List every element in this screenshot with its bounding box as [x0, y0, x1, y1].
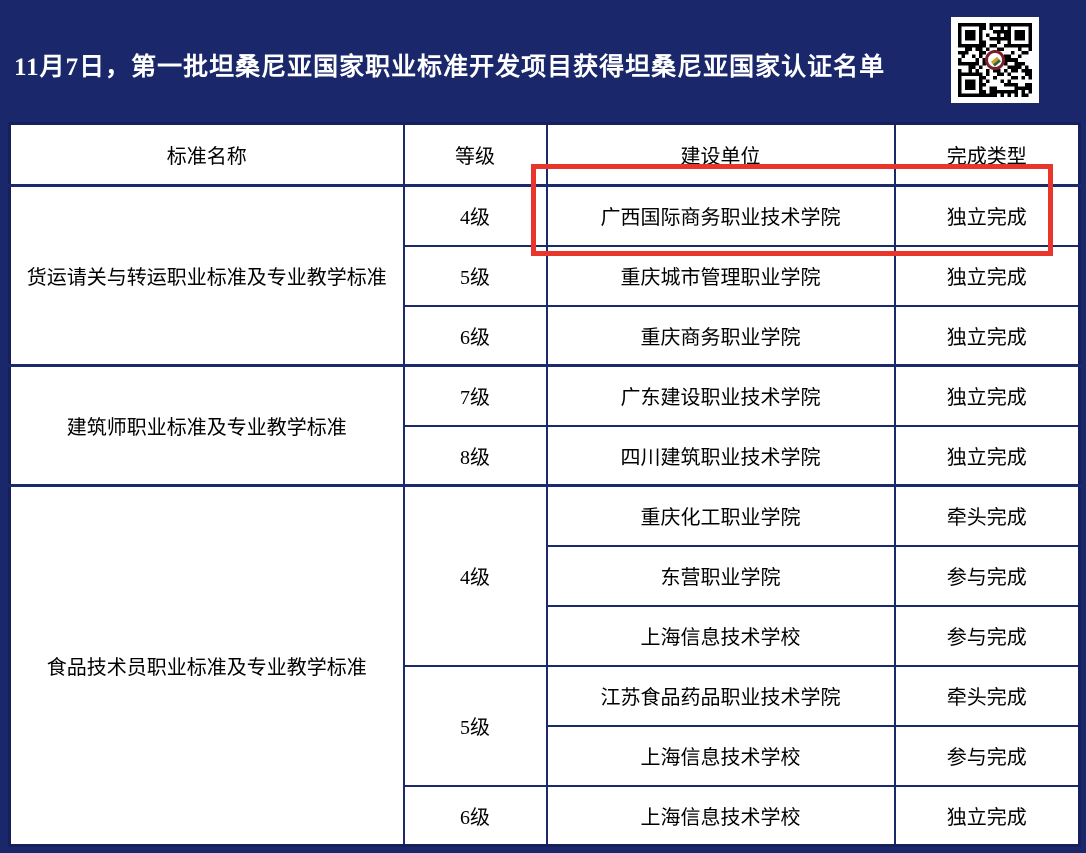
title-band: 11月7日，第一批坦桑尼亚国家职业标准开发项目获得坦桑尼亚国家认证名单	[8, 8, 1078, 122]
type-cell: 独立完成	[893, 184, 1081, 247]
qr-code-svg	[958, 23, 1032, 97]
certification-table-area: 标准名称 等级 建设单位 完成类型 货运请关与转运职业标准及专业教学标准 4级 …	[8, 122, 1081, 847]
unit-cell: 上海信息技术学校	[545, 604, 896, 667]
type-cell: 牵头完成	[893, 484, 1081, 547]
unit-cell: 东营职业学院	[545, 544, 896, 607]
unit-cell: 重庆商务职业学院	[545, 304, 896, 367]
standard-name-cell: 食品技术员职业标准及专业教学标准	[8, 484, 405, 847]
column-header-completion-type: 完成类型	[893, 122, 1081, 187]
level-cell: 4级	[402, 484, 548, 667]
level-cell: 6级	[402, 784, 548, 847]
type-cell: 参与完成	[893, 544, 1081, 607]
level-cell: 4级	[402, 184, 548, 247]
unit-cell: 上海信息技术学校	[545, 784, 896, 847]
unit-cell: 广东建设职业技术学院	[545, 364, 896, 427]
table-row: 8级 四川建筑职业技术学院 独立完成	[10, 424, 1081, 487]
type-cell: 独立完成	[893, 364, 1081, 427]
column-header-construction-unit: 建设单位	[545, 122, 896, 187]
qr-center-logo-icon	[985, 50, 1005, 70]
unit-cell: 重庆城市管理职业学院	[545, 244, 896, 307]
type-cell: 独立完成	[893, 424, 1081, 487]
level-cell: 5级	[402, 664, 548, 787]
column-header-standard-name: 标准名称	[8, 122, 405, 187]
unit-cell: 上海信息技术学校	[545, 724, 896, 787]
type-cell: 独立完成	[893, 304, 1081, 367]
table-row: 上海信息技术学校 参与完成	[10, 604, 1081, 667]
standard-name-cell: 货运请关与转运职业标准及专业教学标准	[8, 184, 405, 367]
page-title: 11月7日，第一批坦桑尼亚国家职业标准开发项目获得坦桑尼亚国家认证名单	[14, 54, 886, 81]
column-header-level: 等级	[402, 122, 548, 187]
table-header-row: 标准名称 等级 建设单位 完成类型	[8, 122, 1081, 187]
type-cell: 参与完成	[893, 724, 1081, 787]
type-cell: 独立完成	[893, 244, 1081, 307]
table-row: 建筑师职业标准及专业教学标准 7级 广东建设职业技术学院 独立完成	[8, 364, 1081, 487]
table-row: 6级 重庆商务职业学院 独立完成	[10, 304, 1081, 367]
table-row: 5级 江苏食品药品职业技术学院 牵头完成	[10, 664, 1081, 787]
level-cell: 5级	[402, 244, 548, 307]
level-cell: 6级	[402, 304, 548, 367]
unit-cell: 重庆化工职业学院	[545, 484, 896, 547]
qr-code	[951, 17, 1039, 103]
unit-cell: 江苏食品药品职业技术学院	[545, 664, 896, 727]
certification-table: 标准名称 等级 建设单位 完成类型 货运请关与转运职业标准及专业教学标准 4级 …	[8, 122, 1081, 847]
type-cell: 独立完成	[893, 784, 1081, 847]
type-cell: 参与完成	[893, 604, 1081, 667]
table-row: 6级 上海信息技术学校 独立完成	[10, 784, 1081, 847]
unit-cell: 广西国际商务职业技术学院	[545, 184, 896, 247]
type-cell: 牵头完成	[893, 664, 1081, 727]
level-cell: 8级	[402, 424, 548, 487]
level-cell: 7级	[402, 364, 548, 427]
table-row: 上海信息技术学校 参与完成	[10, 724, 1081, 787]
table-row: 东营职业学院 参与完成	[10, 544, 1081, 607]
table-row: 货运请关与转运职业标准及专业教学标准 4级 广西国际商务职业技术学院 独立完成	[8, 184, 1081, 367]
standard-name-cell: 建筑师职业标准及专业教学标准	[8, 364, 405, 487]
table-row: 食品技术员职业标准及专业教学标准 4级 重庆化工职业学院 牵头完成	[8, 484, 1081, 847]
unit-cell: 四川建筑职业技术学院	[545, 424, 896, 487]
